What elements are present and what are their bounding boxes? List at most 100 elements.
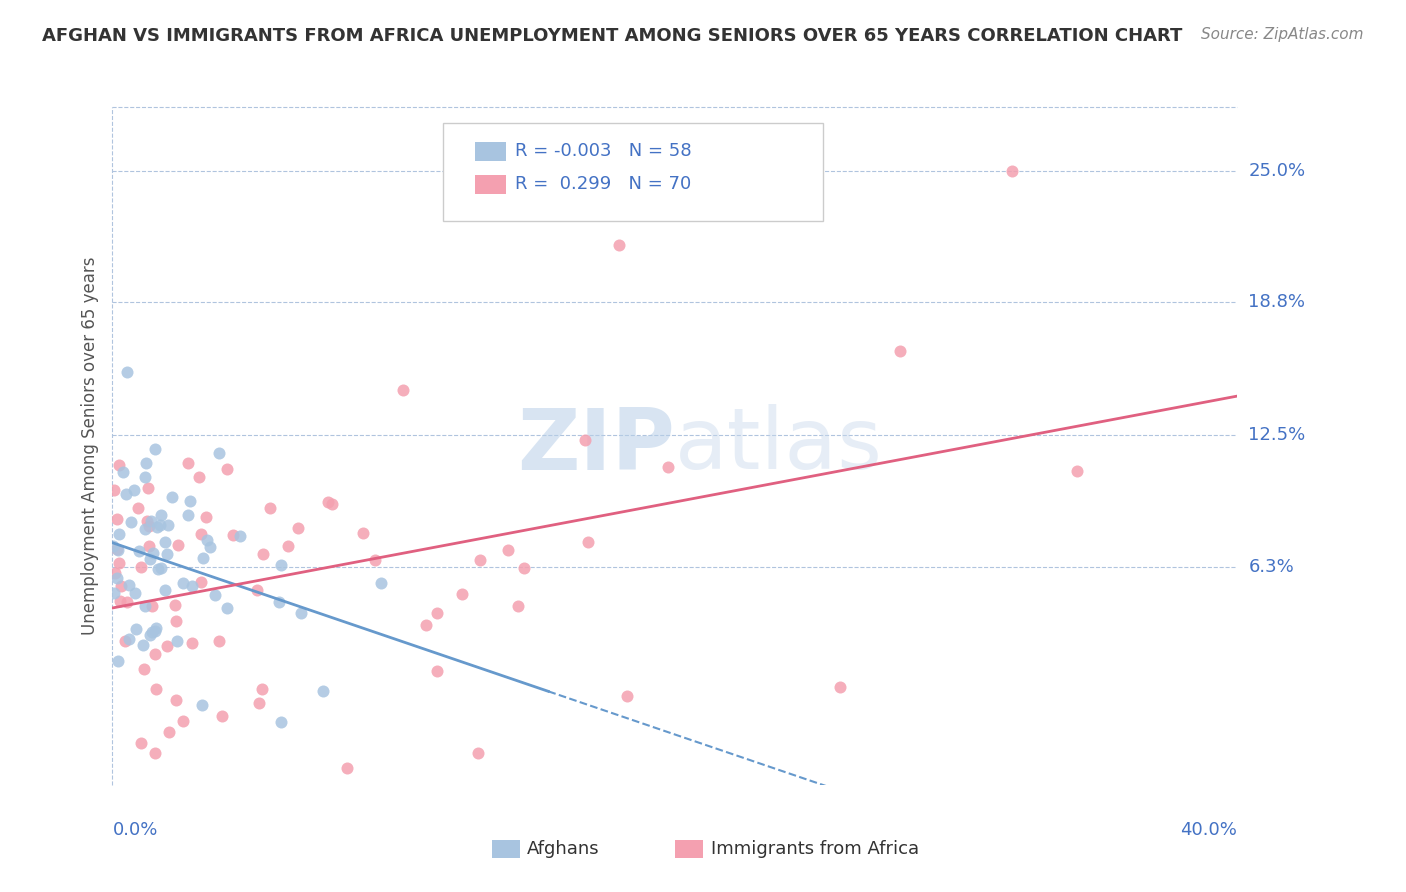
Point (181, 579, 204, 593)
Point (108, 594, 131, 608)
Point (1001, 163, 1024, 178)
Point (336, 761, 359, 775)
Point (111, 465, 134, 479)
Y-axis label: Unemployment Among Seniors over 65 years: Unemployment Among Seniors over 65 years (80, 257, 98, 635)
Text: 18.8%: 18.8% (1249, 293, 1305, 311)
Point (321, 497, 343, 511)
Point (352, 526, 374, 541)
Point (513, 560, 536, 574)
Text: Source: ZipAtlas.com: Source: ZipAtlas.com (1201, 27, 1364, 42)
Point (157, 725, 180, 739)
Point (616, 689, 638, 703)
Point (163, 599, 186, 613)
Point (1066, 464, 1088, 478)
Point (132, 638, 155, 652)
Point (146, 562, 169, 576)
Point (498, 542, 520, 557)
Point (105, 512, 128, 526)
Point (247, 696, 270, 710)
Point (607, 237, 630, 252)
Point (204, 588, 226, 602)
Point (828, 680, 851, 694)
Point (117, 578, 139, 592)
Text: 0.0%: 0.0% (112, 821, 157, 838)
Text: R =  0.299   N = 70: R = 0.299 N = 70 (515, 176, 690, 194)
Point (129, 560, 152, 574)
Point (118, 632, 141, 647)
Point (145, 621, 167, 635)
Text: 25.0%: 25.0% (1249, 161, 1306, 179)
Point (889, 343, 911, 358)
Point (156, 547, 179, 561)
Point (426, 664, 449, 678)
Point (211, 709, 233, 723)
Point (574, 433, 596, 447)
Point (222, 528, 245, 542)
Point (195, 510, 218, 524)
Point (180, 636, 202, 650)
Point (287, 521, 309, 535)
Point (229, 528, 252, 542)
Point (139, 551, 162, 566)
Point (101, 539, 124, 553)
Point (468, 553, 491, 567)
Point (138, 519, 160, 533)
Point (143, 624, 166, 638)
Point (145, 681, 167, 696)
Point (467, 746, 489, 760)
Point (129, 735, 152, 749)
Point (135, 514, 157, 528)
Point (259, 500, 281, 515)
Point (134, 470, 156, 484)
Point (191, 551, 214, 566)
Point (190, 527, 212, 541)
Point (146, 519, 169, 533)
Text: 12.5%: 12.5% (1249, 426, 1306, 444)
Point (139, 628, 162, 642)
Text: Immigrants from Africa: Immigrants from Africa (711, 840, 920, 858)
Point (124, 483, 146, 497)
Point (135, 456, 157, 470)
Point (105, 571, 128, 585)
Point (134, 599, 156, 614)
Point (576, 535, 599, 549)
Point (149, 518, 172, 533)
Point (270, 558, 292, 573)
Point (115, 487, 138, 501)
Text: atlas: atlas (675, 404, 883, 488)
Point (312, 684, 335, 698)
Point (153, 534, 176, 549)
Text: 6.3%: 6.3% (1249, 558, 1294, 575)
Point (156, 639, 179, 653)
Point (657, 460, 679, 475)
Point (105, 542, 128, 557)
Point (125, 623, 148, 637)
Point (139, 514, 162, 528)
Point (187, 470, 209, 484)
Point (108, 527, 131, 541)
Point (141, 625, 163, 640)
Point (150, 508, 173, 522)
Point (190, 574, 212, 589)
Point (110, 579, 132, 593)
Point (176, 456, 198, 470)
Text: Afghans: Afghans (527, 840, 600, 858)
Point (107, 542, 129, 557)
Point (250, 681, 273, 696)
Point (172, 576, 194, 591)
Point (197, 533, 219, 547)
Point (252, 547, 274, 561)
Point (165, 692, 187, 706)
Point (138, 539, 160, 553)
Point (177, 508, 200, 523)
Point (157, 518, 180, 533)
Point (143, 442, 166, 456)
Point (153, 583, 176, 598)
Point (246, 583, 269, 598)
Text: ZIP: ZIP (517, 404, 675, 488)
Point (143, 647, 166, 661)
Point (115, 594, 138, 608)
Point (124, 585, 146, 599)
Point (198, 541, 221, 555)
Point (115, 365, 138, 379)
